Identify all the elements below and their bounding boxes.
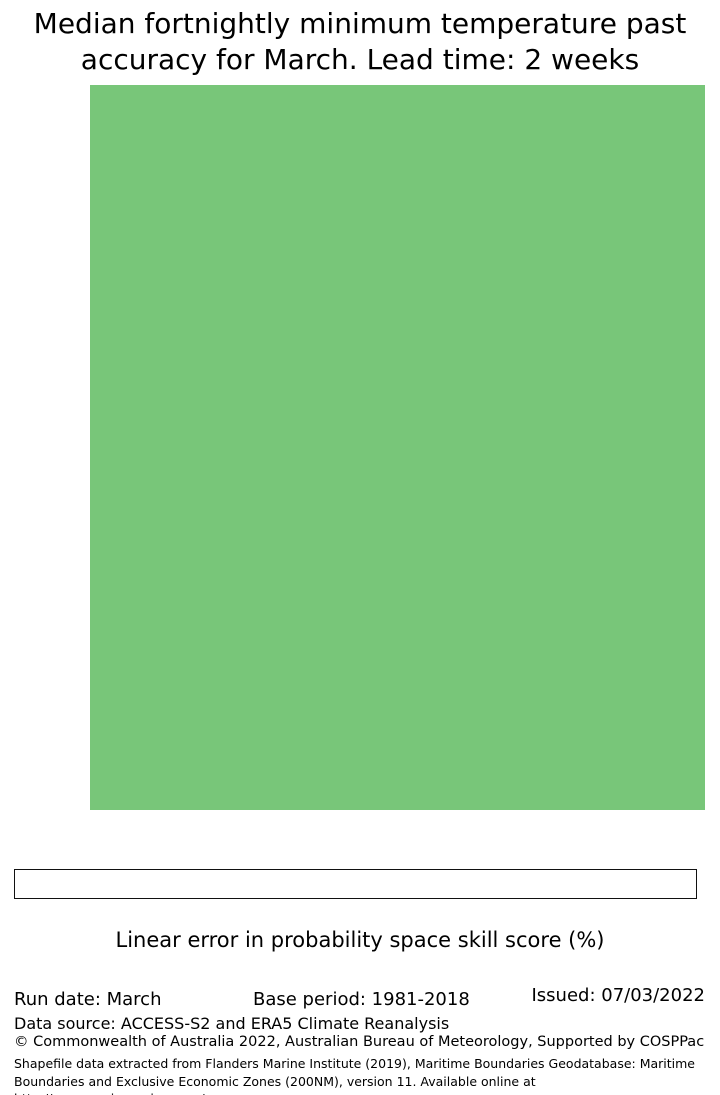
issued-date-text: Issued: 07/03/2022	[531, 985, 705, 1006]
latitude-axis	[0, 85, 90, 810]
colorbar-category-labels	[14, 839, 697, 865]
run-date-text: Run date: March	[14, 989, 162, 1010]
copyright-text: © Commonwealth of Australia 2022, Austra…	[14, 1034, 705, 1050]
base-period-text: Base period: 1981-2018	[253, 989, 470, 1010]
colorbar-tick-labels	[14, 901, 697, 925]
chart-title: Median fortnightly minimum temperature p…	[33, 7, 687, 76]
colorbar-caption: Linear error in probability space skill …	[115, 928, 605, 952]
data-source-text: Data source: ACCESS-S2 and ERA5 Climate …	[14, 1014, 450, 1033]
colorbar	[14, 869, 697, 899]
map-area	[90, 85, 705, 810]
shapefile-attribution-text: Shapefile data extracted from Flanders M…	[14, 1056, 695, 1095]
eez-boundary-layer	[90, 85, 705, 810]
